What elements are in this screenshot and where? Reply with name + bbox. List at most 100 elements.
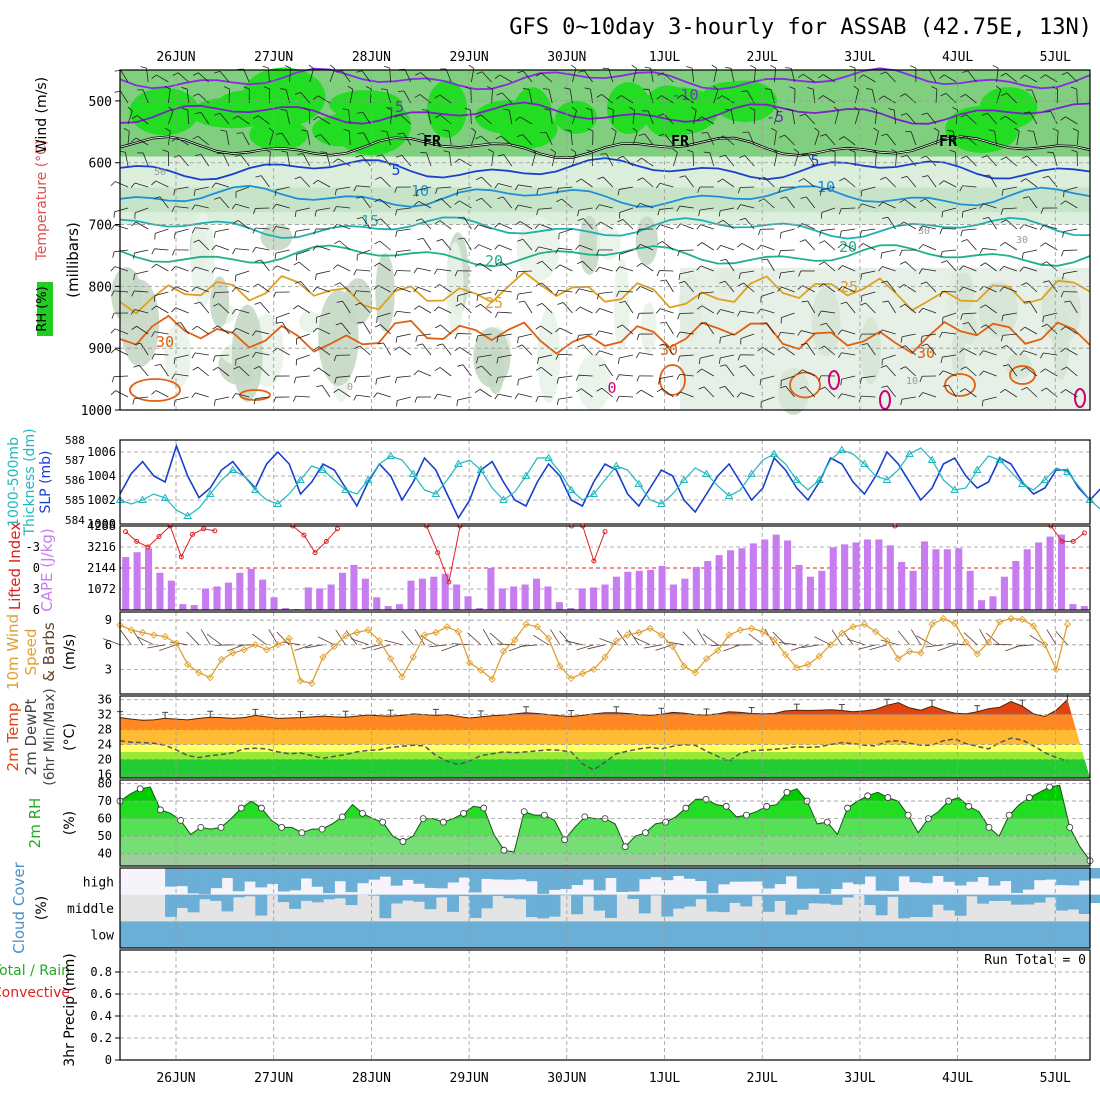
precip-ylabel-1: Total / Rain (0, 963, 70, 979)
contour-label: 10 (817, 178, 835, 196)
wind-barb-flag (659, 343, 666, 346)
wind-barb (477, 333, 492, 337)
wind-barb-flag (474, 224, 479, 230)
wind-barb (1008, 364, 1018, 377)
wind-barb (457, 186, 472, 191)
wind-barb (1023, 266, 1038, 272)
wind-barb (761, 291, 775, 297)
wind-barb (441, 239, 452, 251)
thickness-marker (995, 455, 1005, 463)
wind-barb-flag (171, 307, 176, 313)
wind-barb-flag (1001, 189, 1004, 196)
wind10m-marker (138, 628, 147, 637)
wind-barb-flag (374, 198, 381, 203)
wind10m-barb (214, 644, 233, 646)
wind-barb (601, 94, 614, 104)
wind-barb-flag (962, 322, 969, 325)
wind-barb (198, 239, 210, 251)
cloud-mid-bar (965, 894, 978, 897)
rh-marker (136, 785, 144, 793)
wind-barb (518, 333, 533, 338)
wind-barb-flag (719, 337, 721, 344)
wind-barb-flag (292, 305, 299, 310)
wind10m-barb (489, 632, 504, 646)
wind-barb (985, 324, 997, 335)
cloud-high-bar (277, 868, 290, 892)
wind-barb-flag (801, 153, 808, 156)
wind-barb-flag (988, 129, 995, 132)
wind-barb-flag (415, 218, 422, 222)
contour-label: 5 (391, 161, 400, 179)
cloud-high-bar (323, 868, 335, 894)
wind10m-marker (420, 631, 429, 639)
wind-barb (903, 284, 917, 293)
wind-barb (640, 244, 654, 251)
cape-bar (1035, 542, 1043, 610)
wind-barb-flag (696, 265, 702, 271)
wind-barb-flag (112, 251, 115, 258)
wind-barb (572, 68, 577, 83)
wind-barb (842, 285, 856, 293)
wind-barb-flag (919, 198, 926, 202)
date-label-bottom: 5JUL (1040, 1071, 1071, 1086)
wind-barb (966, 155, 977, 167)
wind-barb-flag (656, 95, 662, 100)
wind-barb (701, 368, 715, 377)
wind-barb-flag (212, 292, 216, 299)
wind-barb (883, 95, 896, 104)
wind-barb (599, 308, 613, 314)
wind-barb (579, 244, 593, 251)
wind-barb (619, 186, 634, 190)
rh-marker (662, 818, 670, 826)
wind-barb (174, 206, 189, 209)
wind-barb-flag (312, 327, 318, 333)
cape-bar (715, 555, 723, 610)
isotherm-25 (119, 271, 1091, 315)
wind-barb-flag (475, 335, 479, 342)
temp2m-ylabel-1: 2m Temp (4, 703, 22, 772)
wind-barb (114, 207, 129, 213)
cloud-high-bar (593, 868, 606, 891)
wind10m-barb (869, 644, 888, 651)
wind-barb (598, 291, 613, 294)
wind-barb (297, 305, 311, 314)
wind-barb-flag (1000, 72, 1007, 77)
wind-barb-flag (151, 180, 157, 186)
wind-barb-flag (947, 130, 954, 132)
wind-barb (854, 110, 860, 125)
wind-barb (479, 262, 492, 272)
wind-barb-flag (698, 358, 701, 365)
wind-barb (215, 228, 230, 233)
wind-barb (518, 291, 533, 295)
cloud-mid-bar (830, 894, 843, 905)
wind-barb (259, 302, 270, 314)
cloud-mid-bar (334, 894, 347, 899)
wind10m-barb (748, 633, 764, 646)
wind-barb-flag (818, 283, 824, 288)
cape-bar (955, 548, 963, 610)
slp-ylabel-thickness-1: 1000-500mb (6, 437, 22, 527)
wind-barb (1069, 300, 1078, 314)
cape-bar (635, 570, 643, 610)
wind-barb-flag (616, 396, 620, 402)
wind-barb-flag (556, 399, 559, 406)
wind-barb-flag (110, 224, 115, 230)
wind-barb-flag (497, 196, 504, 200)
wind-barb-flag (677, 313, 680, 320)
wind-barb-flag (110, 348, 116, 354)
wind-barb-flag (435, 198, 442, 202)
wind-barb-flag (756, 244, 762, 250)
cloud-mid-bar (198, 894, 211, 900)
cloud-high-bar (244, 868, 256, 882)
wind-barb (260, 259, 270, 272)
wind-barb (460, 303, 472, 314)
wind10m-barb (420, 635, 437, 646)
cloud-mid-bar (537, 894, 550, 919)
wind-barb-flag (174, 232, 176, 239)
wind-barb-flag (280, 109, 287, 111)
wind-barb (1005, 156, 1018, 167)
wind-barb-flag (243, 86, 250, 90)
wind-barb (640, 286, 654, 293)
wind-barb-flag (921, 175, 929, 178)
cloud-mid-bar (898, 894, 911, 919)
